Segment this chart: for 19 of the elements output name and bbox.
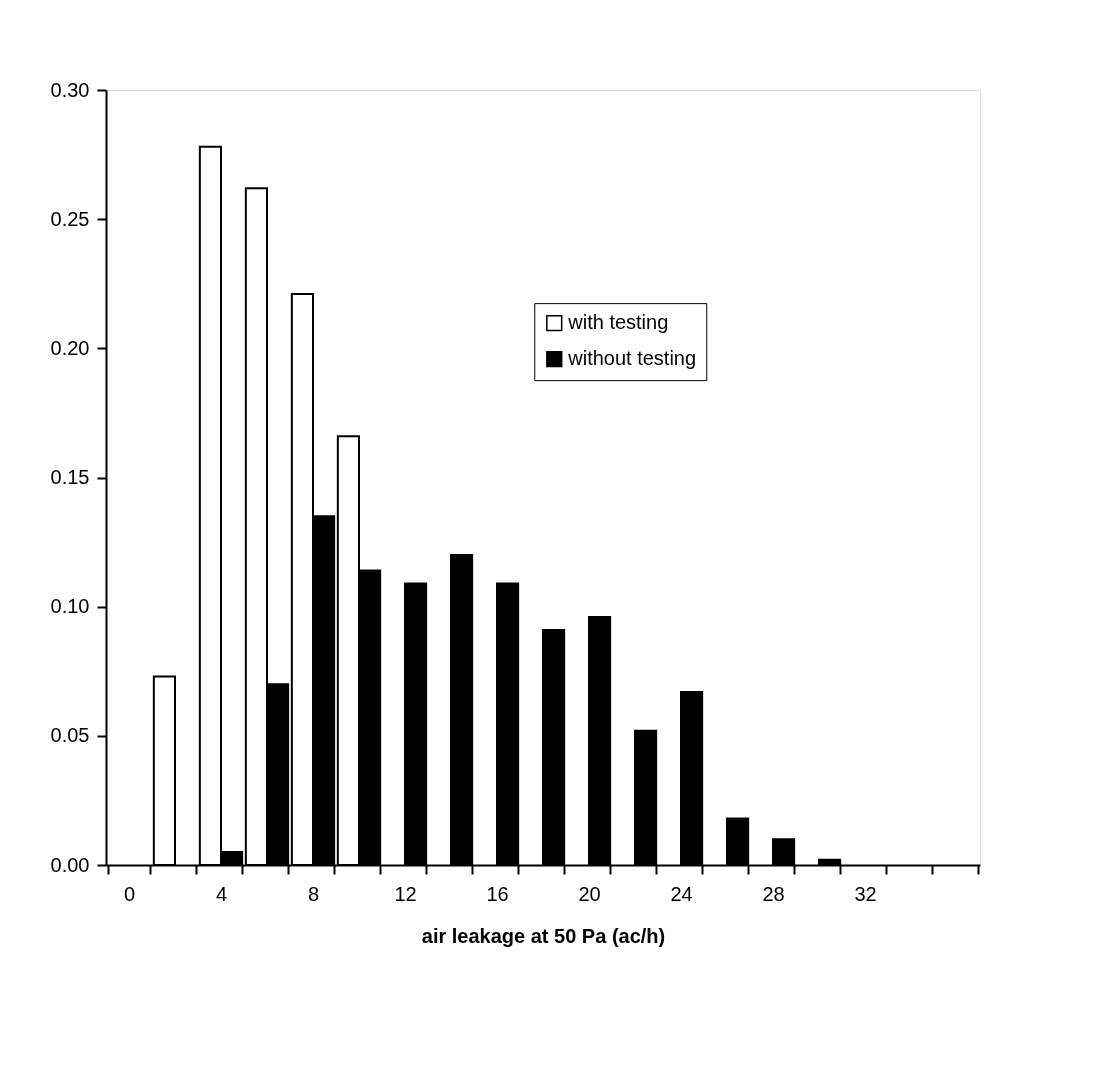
y-tick-label: 0.15 — [50, 466, 90, 488]
x-tick-label: 24 — [670, 882, 693, 905]
x-axis-title: air leakage at 50 Pa (ac/h) — [421, 924, 666, 947]
y-tick-label: 0.25 — [50, 207, 90, 230]
x-tick-label: 0 — [123, 882, 136, 905]
legend-label: without testing — [567, 347, 697, 370]
x-tick-label: 32 — [854, 882, 877, 905]
x-tick-label: 28 — [762, 882, 785, 905]
x-tick-label: 20 — [578, 882, 601, 905]
x-tick-label: 16 — [486, 882, 509, 905]
x-tick-label: 8 — [307, 882, 320, 905]
legend-label: with testing — [567, 311, 669, 334]
y-tick-label: 0.10 — [50, 595, 90, 618]
y-tick-label: 0.20 — [50, 336, 90, 359]
x-tick-label: 4 — [215, 882, 228, 905]
y-tick-label: 0.00 — [50, 853, 90, 876]
x-tick-label: 12 — [394, 882, 417, 905]
y-tick-label: 0.30 — [50, 78, 90, 101]
y-tick-label: 0.05 — [50, 724, 90, 747]
